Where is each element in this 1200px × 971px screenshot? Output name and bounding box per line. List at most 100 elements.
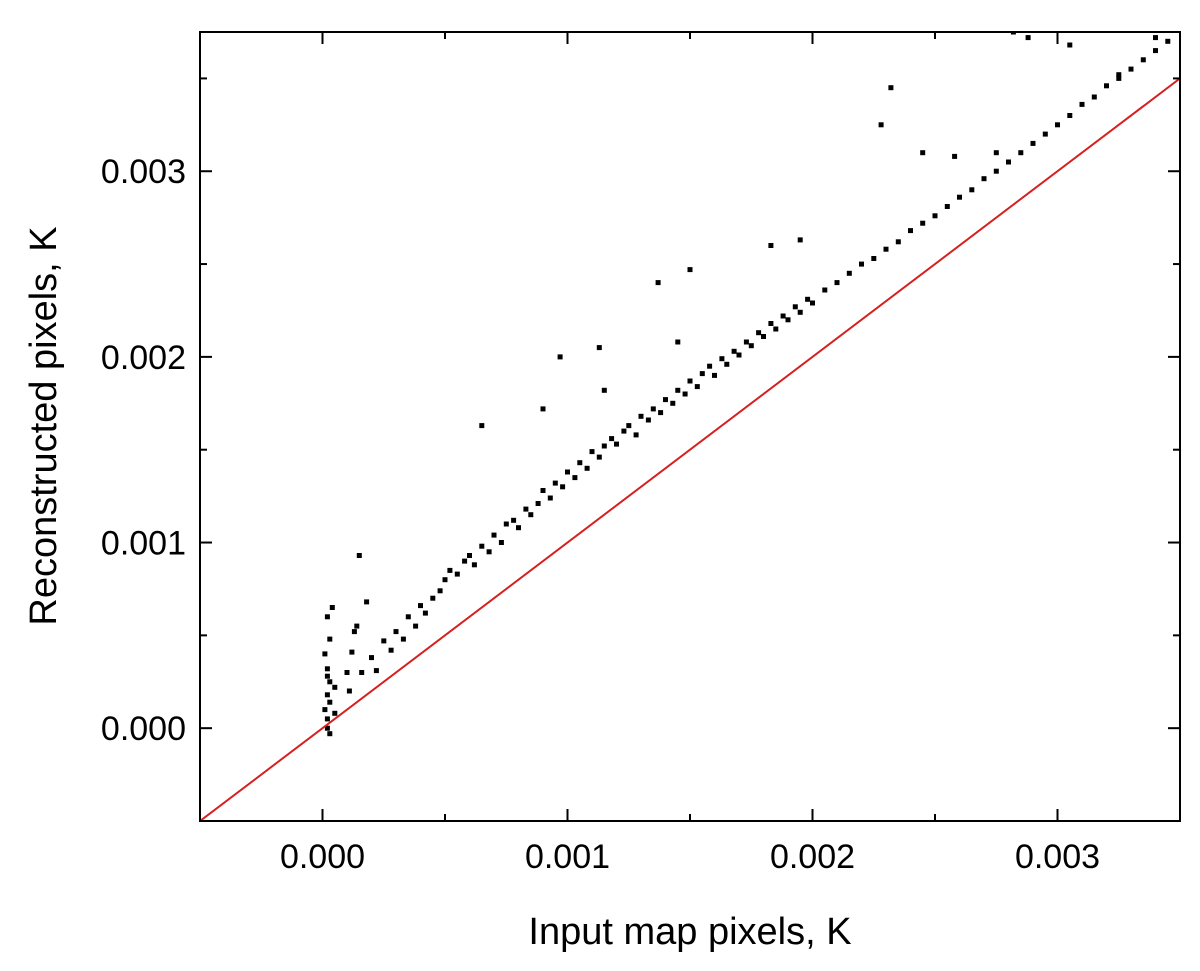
data-point <box>540 488 546 493</box>
data-point <box>381 638 387 644</box>
data-point <box>768 321 774 326</box>
data-point <box>694 384 700 390</box>
data-point <box>920 150 926 156</box>
data-point <box>1128 66 1134 72</box>
data-point <box>422 610 428 616</box>
data-point <box>503 521 509 527</box>
data-point <box>1006 159 1011 165</box>
data-point <box>565 469 570 475</box>
x-tick-label: 0.001 <box>525 838 610 876</box>
data-point <box>577 460 583 466</box>
data-point <box>621 428 627 434</box>
data-point <box>442 577 448 583</box>
data-point <box>471 562 477 568</box>
data-point <box>1067 113 1073 118</box>
data-point <box>834 280 840 286</box>
data-point <box>1091 94 1097 100</box>
data-point <box>932 213 938 219</box>
data-point <box>1055 122 1060 128</box>
x-tick-label: 0.003 <box>1015 838 1100 876</box>
data-point <box>1116 75 1122 81</box>
data-point <box>356 553 362 558</box>
data-point <box>822 287 828 293</box>
data-point <box>670 400 676 406</box>
y-tick-label: 0.002 <box>101 339 186 377</box>
data-point <box>447 567 453 573</box>
data-point <box>601 387 607 393</box>
data-point <box>596 454 602 460</box>
data-point <box>957 194 962 200</box>
data-point <box>810 300 815 306</box>
data-point <box>748 343 754 349</box>
data-point <box>797 309 803 315</box>
data-point <box>952 153 958 159</box>
data-point <box>1153 35 1158 41</box>
data-point <box>557 354 563 360</box>
data-point <box>761 334 766 339</box>
data-point <box>332 684 338 690</box>
data-point <box>859 261 864 267</box>
data-point <box>712 372 717 378</box>
data-point <box>523 506 529 512</box>
data-point <box>908 228 913 234</box>
data-point <box>547 495 553 501</box>
data-point <box>981 176 987 182</box>
data-point <box>359 670 365 675</box>
data-point <box>324 692 330 698</box>
data-point <box>430 595 436 601</box>
data-point <box>944 204 950 209</box>
data-point <box>327 636 333 642</box>
data-point <box>736 352 742 358</box>
data-point <box>614 441 619 447</box>
data-point <box>682 391 688 397</box>
data-point <box>324 614 330 620</box>
data-point <box>663 397 668 403</box>
data-point <box>805 296 811 302</box>
data-point <box>418 603 423 609</box>
data-point <box>707 363 713 369</box>
data-points <box>322 32 1171 737</box>
data-point <box>540 406 546 412</box>
data-point <box>633 432 639 438</box>
data-point <box>797 237 803 243</box>
data-point <box>731 348 737 354</box>
data-point <box>324 716 330 722</box>
data-point <box>327 679 333 685</box>
data-point <box>572 475 578 481</box>
data-point <box>1116 72 1122 78</box>
data-point <box>516 525 521 531</box>
data-point <box>373 668 379 674</box>
data-point <box>454 571 460 577</box>
data-point <box>888 85 894 91</box>
data-point <box>479 543 485 549</box>
x-tick-label: 0.002 <box>770 838 855 876</box>
data-point <box>969 187 975 193</box>
data-point <box>1010 32 1016 35</box>
data-point <box>400 636 406 642</box>
data-point <box>467 553 472 558</box>
y-axis-title: Reconstructed pixels, K <box>23 226 65 625</box>
data-point <box>552 480 558 486</box>
data-point <box>846 270 852 276</box>
axis-ticks <box>199 32 1181 822</box>
data-point <box>1067 42 1073 48</box>
data-point <box>871 256 877 261</box>
data-point <box>479 423 485 429</box>
data-point <box>993 168 999 174</box>
y-tick-label: 0.003 <box>101 153 186 191</box>
data-point <box>920 220 926 226</box>
data-point <box>388 647 394 653</box>
data-point <box>658 410 664 416</box>
data-point <box>1018 150 1024 156</box>
data-point <box>491 532 497 538</box>
data-point <box>993 150 999 156</box>
data-point <box>724 361 730 367</box>
reference-line-layer <box>200 77 1180 821</box>
data-point <box>344 670 350 675</box>
data-point <box>650 406 656 412</box>
data-point <box>638 413 644 419</box>
data-point <box>596 345 602 351</box>
data-point <box>878 122 884 128</box>
data-point <box>780 313 786 319</box>
